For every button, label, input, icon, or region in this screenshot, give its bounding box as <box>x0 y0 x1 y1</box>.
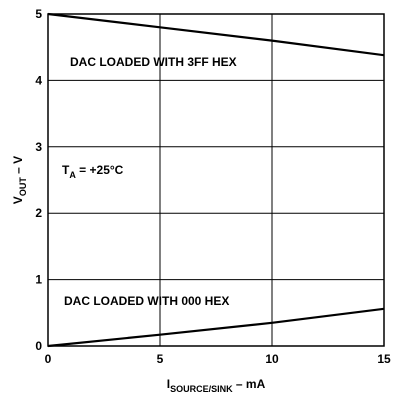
x-axis-label-sub: SOURCE/SINK <box>170 384 233 394</box>
series-line-0 <box>47 12 385 57</box>
temperature-annotation: TA = +25°C <box>62 163 124 180</box>
plot-frame <box>47 13 385 347</box>
x-axis-label: ISOURCE/SINK – mA <box>167 377 266 394</box>
y-axis-label: VOUT – V <box>11 156 28 204</box>
y-axis-label-main: V <box>11 196 25 204</box>
y-tick-label-1: 1 <box>35 273 42 287</box>
y-axis-label-unit: – V <box>11 156 25 177</box>
temperature-main: T <box>62 163 70 177</box>
x-tick-label-1: 5 <box>157 352 164 366</box>
series-line-1 <box>47 307 385 348</box>
y-axis-label-sub: OUT <box>18 177 28 197</box>
x-axis-label-unit: – mA <box>233 377 266 391</box>
x-tick-label-3: 15 <box>377 352 391 366</box>
grid <box>48 14 384 346</box>
series-layer <box>47 12 385 348</box>
y-tick-label-4: 4 <box>35 73 42 87</box>
series-label-000: DAC LOADED WITH 000 HEX <box>64 294 229 308</box>
x-tick-labels: 0 5 10 15 <box>45 352 391 366</box>
x-tick-label-2: 10 <box>265 352 279 366</box>
series-label-3ff: DAC LOADED WITH 3FF HEX <box>70 55 237 69</box>
y-tick-label-3: 3 <box>35 140 42 154</box>
x-tick-label-0: 0 <box>45 352 52 366</box>
y-tick-label-0: 0 <box>35 339 42 353</box>
temperature-rest: = +25°C <box>76 163 124 177</box>
y-tick-label-2: 2 <box>35 206 42 220</box>
y-tick-labels: 0 1 2 3 4 5 <box>35 7 42 353</box>
x-axis-label-main: I <box>167 377 170 391</box>
y-tick-label-5: 5 <box>35 7 42 21</box>
temperature-sub: A <box>69 170 76 180</box>
